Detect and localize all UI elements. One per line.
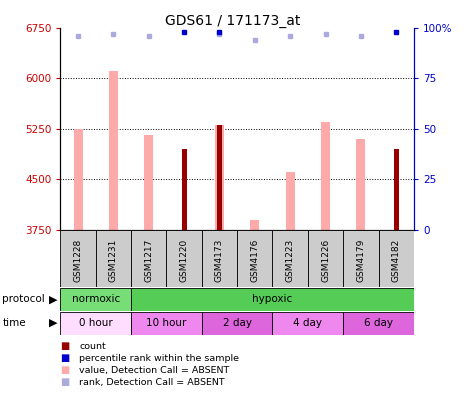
Bar: [343, 312, 414, 335]
Text: percentile rank within the sample: percentile rank within the sample: [79, 354, 239, 363]
Text: GSM4179: GSM4179: [356, 238, 365, 282]
Bar: [182, 149, 186, 230]
Bar: [166, 230, 202, 287]
Bar: [60, 312, 131, 335]
Text: ■: ■: [60, 377, 70, 387]
Bar: [308, 230, 343, 287]
Bar: [215, 125, 224, 230]
Bar: [131, 288, 414, 311]
Text: ■: ■: [60, 365, 70, 375]
Text: GSM1228: GSM1228: [73, 238, 83, 282]
Text: GSM1220: GSM1220: [179, 238, 189, 282]
Text: protocol: protocol: [2, 294, 45, 305]
Bar: [272, 312, 343, 335]
Text: 4 day: 4 day: [293, 318, 322, 328]
Bar: [321, 122, 330, 230]
Text: count: count: [79, 342, 106, 351]
Bar: [131, 312, 202, 335]
Text: 0 hour: 0 hour: [79, 318, 113, 328]
Bar: [356, 139, 365, 230]
Bar: [73, 129, 83, 230]
Bar: [272, 230, 308, 287]
Bar: [237, 230, 272, 287]
Bar: [343, 230, 379, 287]
Bar: [217, 125, 222, 230]
Text: ▶: ▶: [49, 294, 58, 305]
Text: GSM4176: GSM4176: [250, 238, 259, 282]
Text: ■: ■: [60, 353, 70, 364]
Text: rank, Detection Call = ABSENT: rank, Detection Call = ABSENT: [79, 378, 225, 386]
Text: GSM1217: GSM1217: [144, 238, 153, 282]
Text: 2 day: 2 day: [223, 318, 252, 328]
Text: GSM4182: GSM4182: [392, 238, 401, 282]
Text: hypoxic: hypoxic: [252, 294, 292, 305]
Text: GSM1223: GSM1223: [286, 238, 295, 282]
Text: ▶: ▶: [49, 318, 58, 328]
Text: GDS61 / 171173_at: GDS61 / 171173_at: [165, 14, 300, 28]
Bar: [109, 71, 118, 230]
Bar: [286, 172, 295, 230]
Bar: [394, 149, 399, 230]
Bar: [379, 230, 414, 287]
Bar: [202, 312, 272, 335]
Text: GSM1231: GSM1231: [109, 238, 118, 282]
Bar: [60, 288, 131, 311]
Text: value, Detection Call = ABSENT: value, Detection Call = ABSENT: [79, 366, 229, 375]
Bar: [131, 230, 166, 287]
Bar: [96, 230, 131, 287]
Text: 10 hour: 10 hour: [146, 318, 186, 328]
Text: GSM1226: GSM1226: [321, 238, 330, 282]
Text: time: time: [2, 318, 26, 328]
Text: 6 day: 6 day: [364, 318, 393, 328]
Bar: [202, 230, 237, 287]
Text: ■: ■: [60, 341, 70, 352]
Bar: [145, 135, 153, 230]
Bar: [60, 230, 96, 287]
Text: GSM4173: GSM4173: [215, 238, 224, 282]
Text: normoxic: normoxic: [72, 294, 120, 305]
Bar: [251, 219, 259, 230]
